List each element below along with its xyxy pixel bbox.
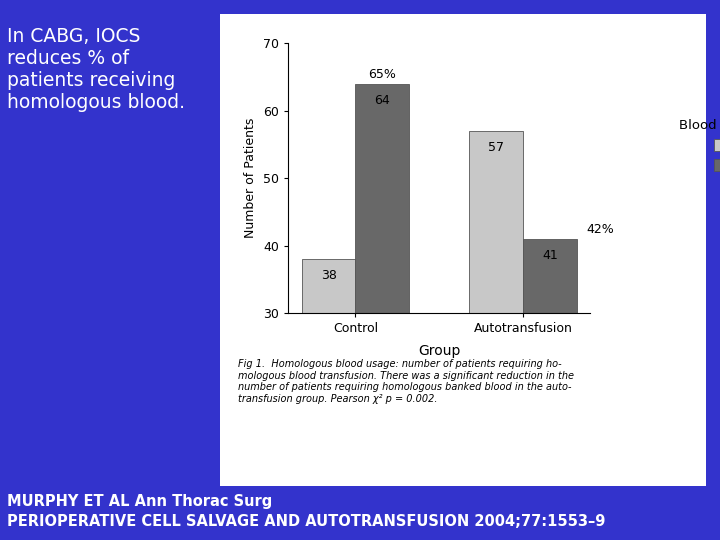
Text: 38: 38 xyxy=(320,269,336,282)
Bar xyxy=(302,259,356,516)
X-axis label: Group: Group xyxy=(418,343,460,357)
Text: PERIOPERATIVE CELL SALVAGE AND AUTOTRANSFUSION 2004;77:1553–9: PERIOPERATIVE CELL SALVAGE AND AUTOTRANS… xyxy=(7,514,606,529)
Legend: No, Yes: No, Yes xyxy=(675,114,720,177)
Text: 57: 57 xyxy=(488,141,504,154)
Bar xyxy=(523,239,577,516)
Text: MURPHY ET AL Ann Thorac Surg: MURPHY ET AL Ann Thorac Surg xyxy=(7,494,272,509)
Text: 41: 41 xyxy=(542,249,558,262)
Text: Fig 1.  Homologous blood usage: number of patients requiring ho-
mologous blood : Fig 1. Homologous blood usage: number of… xyxy=(238,359,574,404)
Text: In CABG, IOCS
reduces % of
patients receiving
homologous blood.: In CABG, IOCS reduces % of patients rece… xyxy=(7,27,185,112)
Text: 64: 64 xyxy=(374,94,390,107)
Text: 42%: 42% xyxy=(587,223,614,237)
Bar xyxy=(356,84,409,516)
Bar xyxy=(469,131,523,516)
Y-axis label: Number of Patients: Number of Patients xyxy=(244,118,258,238)
Text: 65%: 65% xyxy=(368,68,396,81)
